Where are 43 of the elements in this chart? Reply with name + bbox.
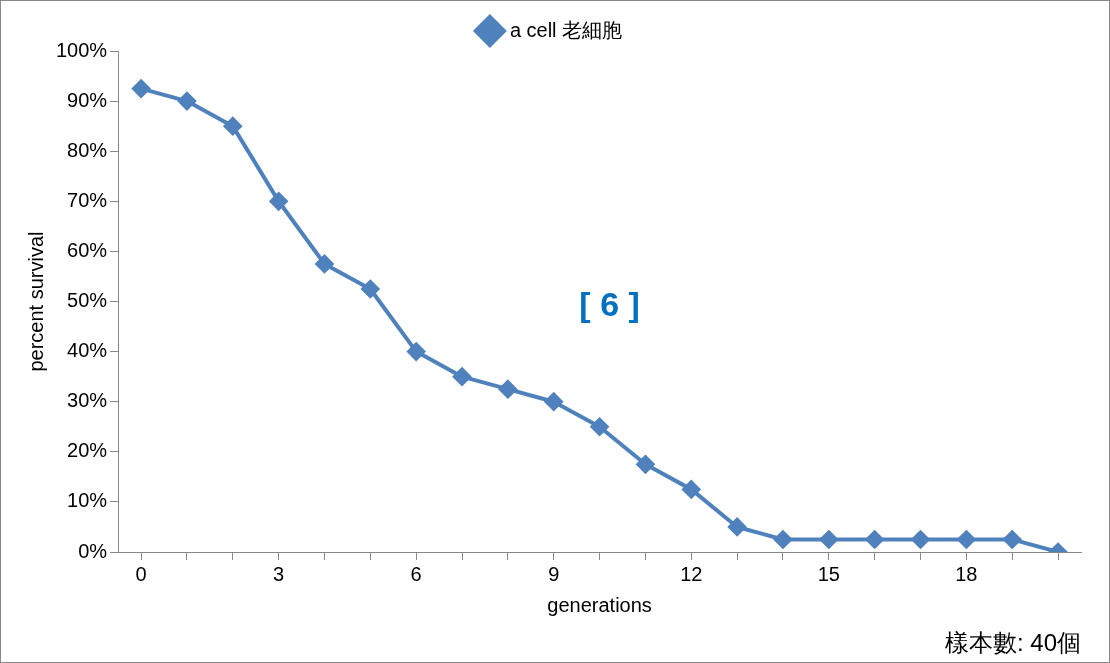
y-axis-title: percent survival (24, 231, 47, 372)
x-tick-label: 0 (135, 562, 147, 585)
x-axis-title: generations (547, 593, 652, 616)
point (361, 279, 380, 298)
y-tick-label: 40% (67, 339, 108, 362)
y-tick-label: 20% (67, 439, 108, 462)
x-tick-label: 3 (273, 562, 285, 585)
point (407, 342, 426, 361)
annotation: [ 6 ] (579, 284, 640, 323)
point (957, 530, 976, 549)
point (544, 392, 563, 411)
point (269, 192, 288, 211)
text: 樣本數: 40個 (944, 628, 1081, 656)
y-tick-label: 80% (67, 138, 108, 161)
point (315, 254, 334, 273)
x-tick-label: 15 (817, 562, 840, 585)
y-tick-label: 30% (67, 389, 108, 412)
point (223, 117, 242, 136)
x-tick-label: 18 (955, 562, 978, 585)
point (453, 367, 472, 386)
y-tick-label: 10% (67, 489, 108, 512)
point (865, 530, 884, 549)
y-tick-label: 0% (78, 539, 108, 562)
point (132, 79, 151, 98)
point (728, 517, 747, 536)
point (682, 480, 701, 499)
y-tick-label: 50% (67, 289, 108, 312)
y-tick-label: 60% (67, 238, 108, 261)
y-tick-label: 100% (56, 38, 108, 61)
y-tick-label: 90% (67, 88, 108, 111)
point (177, 92, 196, 111)
point (590, 417, 609, 436)
point (1003, 530, 1022, 549)
y-tick-label: 70% (67, 188, 108, 211)
point (819, 530, 838, 549)
point (636, 455, 655, 474)
x-tick-label: 12 (680, 562, 703, 585)
point (498, 380, 517, 399)
legend-label: a cell 老細胞 (509, 18, 623, 41)
x-tick-label: 9 (548, 562, 560, 585)
point (911, 530, 930, 549)
point (773, 530, 792, 549)
x-tick-label: 6 (410, 562, 422, 585)
